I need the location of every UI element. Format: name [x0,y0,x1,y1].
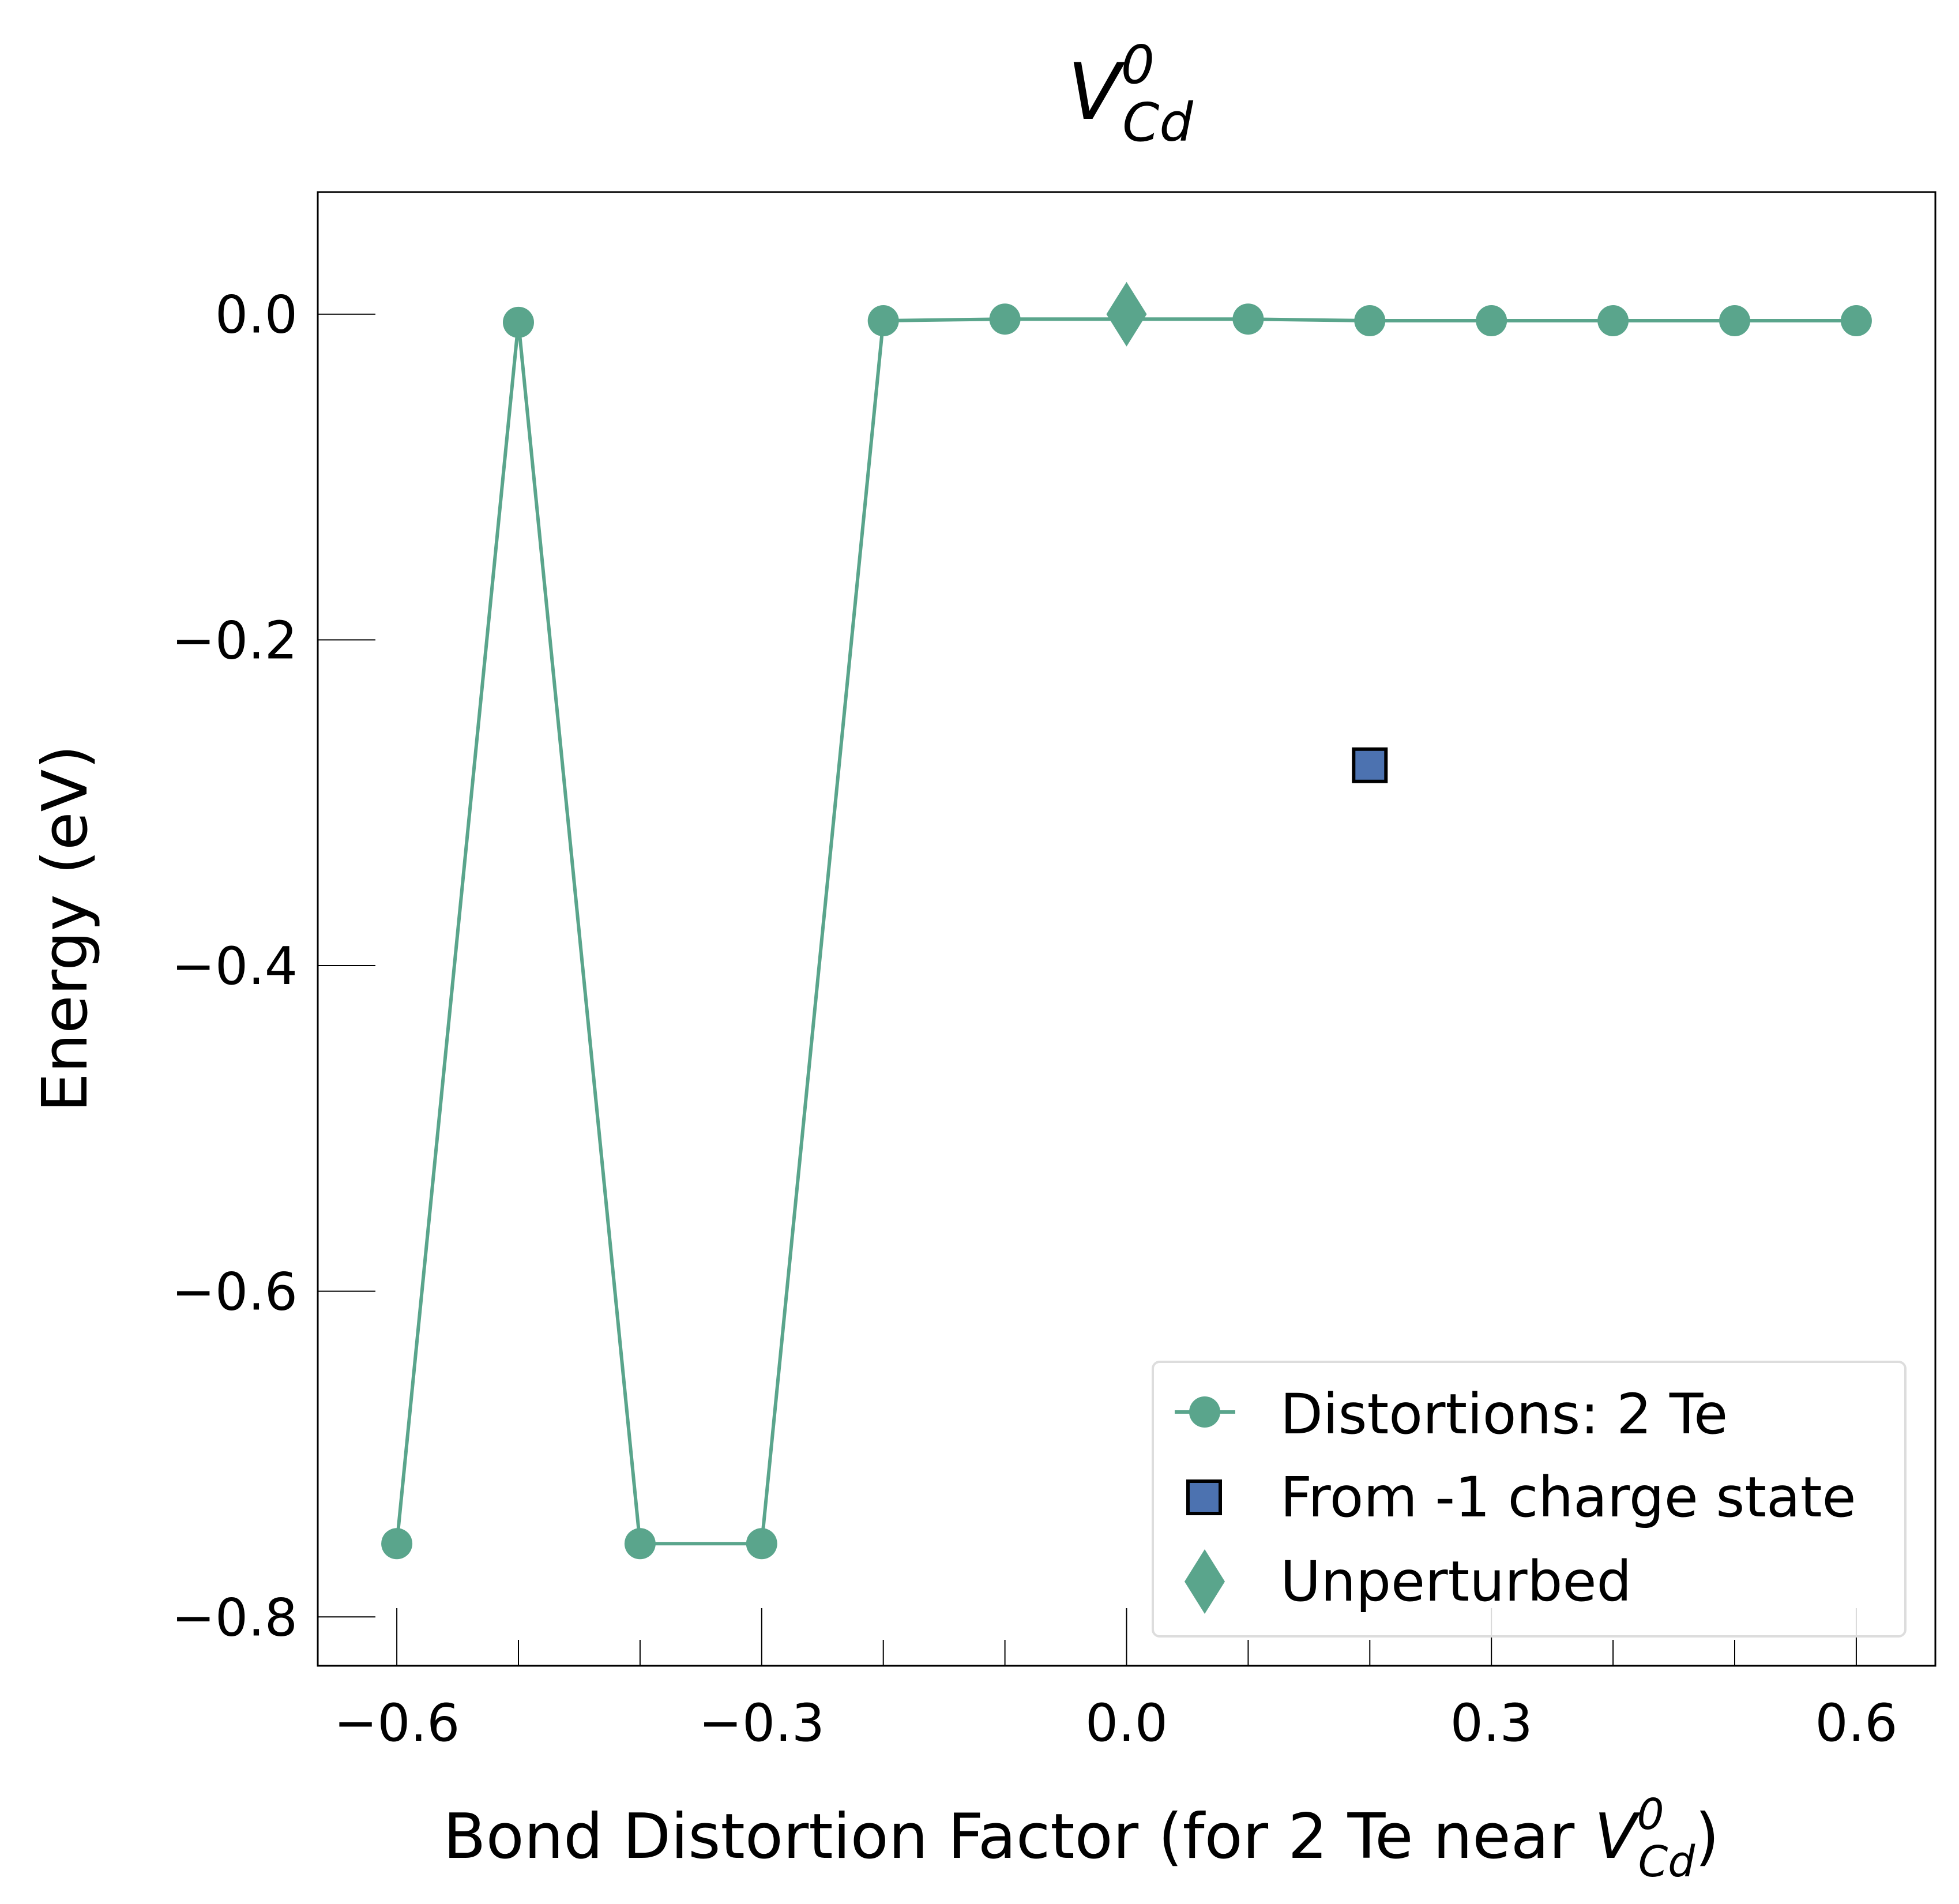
data-point-unperturbed [1106,281,1147,347]
legend-item-unperturbed: Unperturbed [1185,1549,1631,1614]
data-point-distortion [1476,305,1507,337]
y-axis-label: Energy (eV) [29,745,101,1112]
legend-circle-marker [1189,1396,1220,1428]
data-point-distortion [1719,305,1751,337]
title-sub: Cd [1122,92,1193,153]
title-sup: 0 [1121,34,1155,96]
data-point-distortion [381,1528,413,1560]
x-axis-ticks: −0.6 −0.3 0.0 0.3 0.6 [334,1608,1897,1753]
legend: Distortions: 2 Te From -1 charge state U… [1152,1361,1907,1638]
legend-label-unperturbed: Unperturbed [1280,1549,1631,1614]
x-axis-label-math-base: V [1595,1801,1641,1873]
x-axis-label: Bond Distortion Factor (for 2 Te near V0… [443,1790,1720,1887]
data-point-distortion [1840,305,1872,337]
legend-square-marker [1186,1479,1222,1515]
x-tick-label: −0.6 [334,1693,460,1753]
data-point-distortion [989,303,1021,335]
x-axis-label-text: Bond Distortion Factor (for 2 Te near [443,1801,1595,1873]
y-tick-label: −0.8 [171,1587,298,1648]
x-tick-label: −0.3 [699,1693,825,1753]
y-tick-label: −0.2 [171,610,298,671]
x-tick-label: 0.3 [1450,1693,1533,1753]
y-tick-label: 0.0 [215,285,298,346]
data-point-charge-state [1352,747,1388,783]
y-tick-label: −0.6 [171,1262,298,1323]
legend-item-charge-state: From -1 charge state [1186,1465,1856,1530]
data-point-distortion [867,305,899,337]
chart-title: V0 Cd [1067,34,1193,153]
title-base: V [1067,47,1126,137]
legend-item-distortions: Distortions: 2 Te [1175,1382,1728,1447]
legend-diamond-marker [1185,1549,1225,1614]
x-axis-label-math-sub: Cd [1638,1837,1696,1887]
data-point-distortion [1354,305,1386,337]
x-axis-label-suffix: ) [1695,1801,1719,1873]
legend-frame [1152,1361,1907,1638]
legend-label-distortions: Distortions: 2 Te [1280,1382,1728,1447]
x-tick-label: 0.6 [1815,1693,1897,1753]
x-axis-label-math-sup: 0 [1637,1790,1664,1839]
series-layer [381,281,1872,1560]
series-line-distortions [395,317,1856,1546]
y-tick-label: −0.4 [171,936,298,997]
data-point-distortion [502,306,534,338]
data-point-distortion [624,1528,656,1560]
data-point-distortion [1232,303,1264,335]
data-point-distortion [746,1528,777,1560]
y-axis-ticks: 0.0 −0.2 −0.4 −0.6 −0.8 [171,285,375,1648]
x-tick-label: 0.0 [1085,1693,1168,1753]
data-point-distortion [1597,305,1629,337]
legend-label-charge-state: From -1 charge state [1280,1465,1856,1530]
